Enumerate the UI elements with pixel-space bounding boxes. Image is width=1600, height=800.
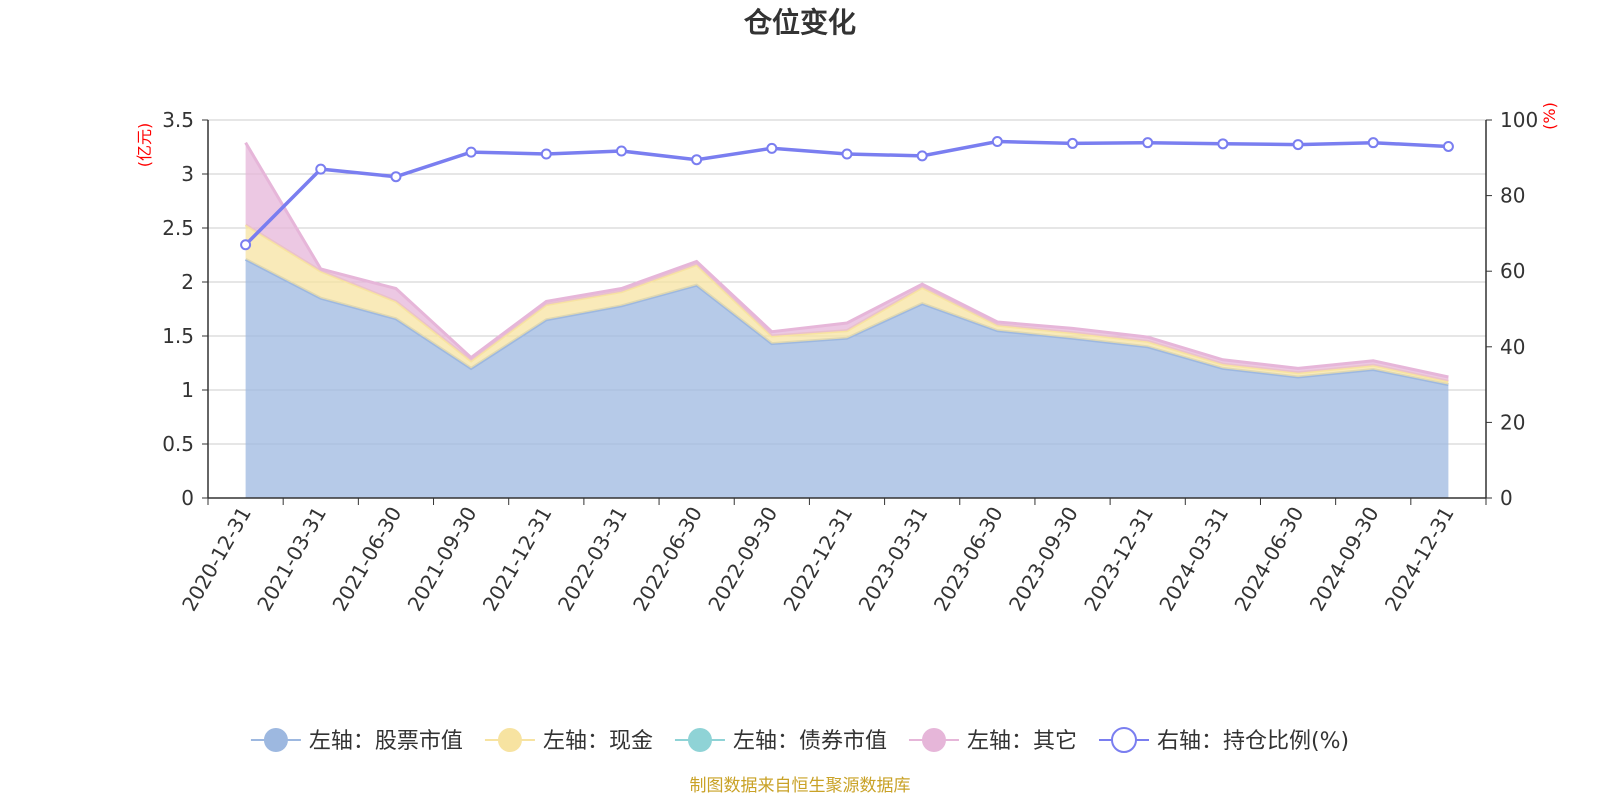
legend-item: 左轴：股票市值 — [250, 728, 463, 754]
holding-ratio-point — [615, 145, 627, 157]
holding-ratio-point — [240, 239, 252, 251]
left-tick-label: 3 — [181, 162, 194, 186]
holding-ratio-point — [916, 150, 928, 162]
legend-item: 左轴：债券市值 — [674, 728, 887, 754]
right-tick-label: 60 — [1500, 259, 1525, 283]
x-tick-label: 2024-03-31 — [1154, 503, 1233, 616]
holding-ratio-line — [240, 136, 1454, 251]
x-tick-label: 2022-12-31 — [778, 503, 857, 616]
left-tick-label: 1.5 — [162, 324, 194, 348]
legend-item: 左轴：现金 — [484, 728, 653, 754]
x-tick-label: 2024-06-30 — [1229, 503, 1308, 616]
right-tick-label: 0 — [1500, 486, 1513, 510]
left-tick-label: 2.5 — [162, 216, 194, 240]
x-tick-label: 2022-06-30 — [628, 503, 707, 616]
x-tick-label: 2023-06-30 — [929, 503, 1008, 616]
legend-label: 左轴：现金 — [543, 729, 653, 754]
x-tick-label: 2023-12-31 — [1079, 503, 1158, 616]
legend-marker — [687, 728, 712, 752]
x-tick-label: 2023-09-30 — [1004, 503, 1083, 616]
x-tick-label: 2020-12-31 — [177, 503, 256, 616]
area-edge-左轴：其它 — [244, 141, 1449, 379]
holding-ratio-point — [1142, 137, 1154, 149]
legend: 左轴：股票市值 左轴：现金 左轴：债券市值 左轴：其它 右轴：持仓比例(%) — [250, 727, 1349, 754]
holding-ratio-point — [691, 154, 703, 166]
data-source-footer: 制图数据来自恒生聚源数据库 — [690, 776, 911, 796]
x-tick-label: 2023-03-31 — [854, 503, 933, 616]
x-tick-label: 2022-09-30 — [703, 503, 782, 616]
holding-ratio-point — [991, 136, 1003, 148]
right-axis-unit: (%) — [1540, 102, 1559, 130]
right-tick-label: 20 — [1500, 410, 1525, 434]
legend-items: 左轴：股票市值 左轴：现金 左轴：债券市值 左轴：其它 右轴：持仓比例(%) — [250, 727, 1349, 754]
left-tick-label: 0.5 — [162, 432, 194, 456]
area-左轴：股票市值 — [245, 259, 1449, 498]
x-tick-label: 2024-09-30 — [1305, 503, 1384, 616]
right-tick-label: 40 — [1500, 335, 1525, 359]
holding-ratio-point — [1217, 138, 1229, 150]
legend-label: 左轴：其它 — [967, 729, 1077, 754]
x-tick-label: 2021-09-30 — [403, 503, 482, 616]
legend-item: 右轴：持仓比例(%) — [1098, 727, 1349, 754]
legend-marker — [263, 728, 288, 752]
holding-ratio-point — [766, 142, 778, 154]
legend-label: 左轴：债券市值 — [733, 729, 887, 754]
left-tick-label: 1 — [181, 378, 194, 402]
right-tick-label: 80 — [1500, 184, 1525, 208]
area-左轴：现金 — [245, 224, 1449, 385]
legend-marker — [497, 728, 522, 752]
legend-marker — [1110, 727, 1137, 753]
right-tick-label: 100 — [1500, 108, 1538, 132]
legend-marker — [921, 728, 946, 752]
holding-ratio-point — [1442, 140, 1454, 152]
holding-ratio-point — [841, 148, 853, 160]
holding-ratio-point — [1367, 137, 1379, 149]
x-tick-label: 2021-06-30 — [327, 503, 406, 616]
x-tick-label: 2021-12-31 — [478, 503, 557, 616]
x-tick-label: 2024-12-31 — [1380, 503, 1459, 616]
left-tick-label: 2 — [181, 270, 194, 294]
legend-label: 右轴：持仓比例(%) — [1157, 729, 1349, 754]
holding-ratio-point — [1292, 139, 1304, 151]
x-tick-label: 2022-03-31 — [553, 503, 632, 616]
holding-ratio-point — [465, 146, 477, 158]
holding-ratio-point — [315, 163, 327, 175]
legend-label: 左轴：股票市值 — [309, 729, 463, 754]
stacked-areas — [244, 141, 1449, 498]
left-axis-unit: (亿元) — [135, 123, 154, 168]
chart-title: 仓位变化 — [744, 6, 856, 39]
holding-ratio-point — [390, 171, 402, 183]
left-tick-label: 0 — [181, 486, 194, 510]
holding-ratio-point — [1067, 137, 1079, 149]
holding-ratio-point — [540, 148, 552, 160]
legend-item: 左轴：其它 — [908, 728, 1077, 754]
left-tick-label: 3.5 — [162, 108, 194, 132]
x-tick-label: 2021-03-31 — [252, 503, 331, 616]
